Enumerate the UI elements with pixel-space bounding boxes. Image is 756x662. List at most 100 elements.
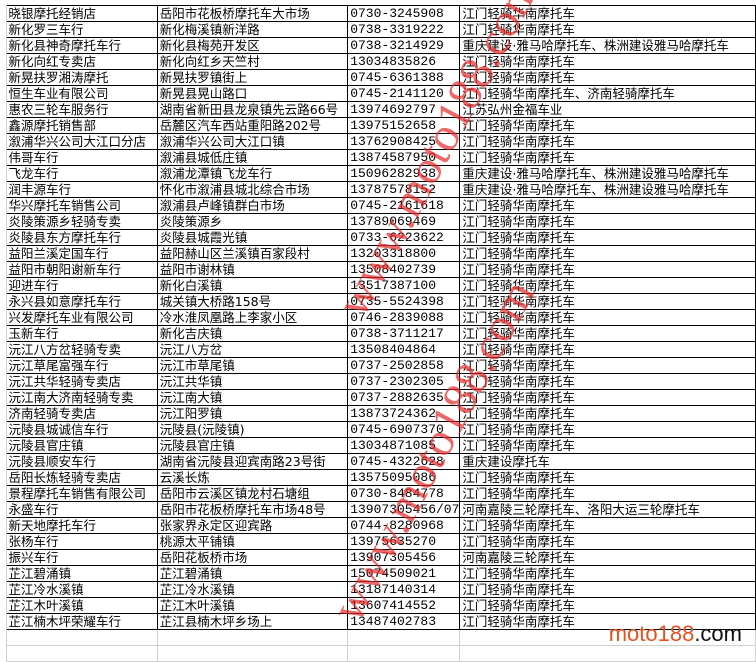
dealer-name-cell[interactable]: 沅陵县顺安车行 [5, 453, 158, 470]
brand-cell[interactable]: 江门轻骑华南摩托车 [459, 421, 756, 438]
brand-cell[interactable]: 江门轻骑华南摩托车 [459, 293, 756, 310]
phone-cell[interactable]: 13907305456/07 [347, 501, 461, 518]
phone-cell[interactable]: 0744-8280968 [347, 517, 461, 534]
phone-cell[interactable]: 13873724362 [347, 405, 461, 422]
phone-cell[interactable]: 13975635270 [347, 533, 461, 550]
empty-cell[interactable] [347, 645, 461, 662]
address-cell[interactable]: 湖南省沅陵县迎宾南路23号街 [156, 453, 349, 470]
address-cell[interactable]: 沅陵县(沅陵镇) [156, 421, 349, 438]
dealer-name-cell[interactable]: 景程摩托车销售有限公司 [5, 485, 158, 502]
dealer-name-cell[interactable]: 芷江冷水溪镇 [5, 581, 158, 598]
dealer-name-cell[interactable]: 益阳市朝阳谢新车行 [5, 261, 158, 278]
brand-cell[interactable]: 江门轻骑华南摩托车 [459, 21, 756, 38]
phone-cell[interactable]: 0735-5524398 [347, 293, 461, 310]
brand-cell[interactable]: 江门轻骑华南摩托车 [459, 245, 756, 262]
brand-cell[interactable]: 江门轻骑华南摩托车 [459, 485, 756, 502]
brand-cell[interactable]: 江门轻骑华南摩托车 [459, 229, 756, 246]
empty-cell[interactable] [5, 645, 158, 662]
phone-cell[interactable]: 0745-6361388 [347, 69, 461, 86]
address-cell[interactable]: 新晃扶罗镇街上 [156, 69, 349, 86]
address-cell[interactable]: 云溪长炼 [156, 469, 349, 486]
dealer-name-cell[interactable]: 润丰源车行 [5, 181, 158, 198]
empty-cell[interactable] [0, 629, 7, 646]
phone-cell[interactable]: 13762908425 [347, 133, 461, 150]
dealer-name-cell[interactable]: 岳阳长炼轻骑专卖店 [5, 469, 158, 486]
phone-cell[interactable]: 13787578152 [347, 181, 461, 198]
brand-cell[interactable]: 江门轻骑华南摩托车 [459, 517, 756, 534]
address-cell[interactable]: 溆浦县城低庄镇 [156, 149, 349, 166]
phone-cell[interactable]: 0738-3711217 [347, 325, 461, 342]
dealer-name-cell[interactable]: 新天地摩托车行 [5, 517, 158, 534]
phone-cell[interactable]: 0745-6907370 [347, 421, 461, 438]
dealer-name-cell[interactable]: 沅江草尾富强车行 [5, 357, 158, 374]
address-cell[interactable]: 芷江县楠木坪乡场上 [156, 613, 349, 630]
phone-cell[interactable]: 15096282938 [347, 165, 461, 182]
brand-cell[interactable]: 江门轻骑华南摩托车 [459, 133, 756, 150]
dealer-name-cell[interactable]: 益阳兰溪定国车行 [5, 245, 158, 262]
dealer-name-cell[interactable]: 恒生车业有限公司 [5, 85, 158, 102]
phone-cell[interactable]: 0737-2302305 [347, 373, 461, 390]
address-cell[interactable]: 沅江南大镇 [156, 389, 349, 406]
brand-cell[interactable]: 河南嘉陵三轮摩托车、洛阳大运三轮摩托车 [459, 501, 756, 518]
dealer-name-cell[interactable]: 兴发摩托车业有限公司 [5, 309, 158, 326]
brand-cell[interactable]: 江门轻骑华南摩托车、济南轻骑摩托车 [459, 85, 756, 102]
address-cell[interactable]: 芷江冷水溪镇 [156, 581, 349, 598]
dealer-name-cell[interactable]: 芷江楠木坪荣耀车行 [5, 613, 158, 630]
phone-cell[interactable]: 0745-4322628 [347, 453, 461, 470]
phone-cell[interactable]: 13607414552 [347, 597, 461, 614]
empty-cell[interactable] [347, 629, 461, 646]
address-cell[interactable]: 溆浦华兴公司大江口镇 [156, 133, 349, 150]
phone-cell[interactable]: 0738-3214929 [347, 37, 461, 54]
phone-cell[interactable]: 13187140314 [347, 581, 461, 598]
address-cell[interactable]: 湖南省新田县龙泉镇先云路66号 [156, 101, 349, 118]
address-cell[interactable]: 新化向红乡天竺村 [156, 53, 349, 70]
address-cell[interactable]: 炎陵策源乡 [156, 213, 349, 230]
phone-cell[interactable]: 13789069469 [347, 213, 461, 230]
brand-cell[interactable]: 江门轻骑华南摩托车 [459, 197, 756, 214]
brand-cell[interactable]: 重庆建设·雅马哈摩托车、株洲建设雅马哈摩托车 [459, 181, 756, 198]
phone-cell[interactable]: 13975152658 [347, 117, 461, 134]
brand-cell[interactable]: 江门轻骑华南摩托车 [459, 597, 756, 614]
address-cell[interactable]: 岳阳花板桥市场 [156, 549, 349, 566]
dealer-name-cell[interactable]: 鑫源摩托销售部 [5, 117, 158, 134]
brand-cell[interactable]: 江门轻骑华南摩托车 [459, 341, 756, 358]
dealer-name-cell[interactable]: 振兴车行 [5, 549, 158, 566]
dealer-name-cell[interactable]: 芷江木叶溪镇 [5, 597, 158, 614]
phone-cell[interactable]: 0733-6223622 [347, 229, 461, 246]
phone-cell[interactable]: 0730-8484778 [347, 485, 461, 502]
brand-cell[interactable]: 江门轻骑华南摩托车 [459, 469, 756, 486]
brand-cell[interactable]: 江门轻骑华南摩托车 [459, 261, 756, 278]
brand-cell[interactable]: 江门轻骑华南摩托车 [459, 213, 756, 230]
phone-cell[interactable]: 13034835826 [347, 53, 461, 70]
dealer-name-cell[interactable]: 玉新车行 [5, 325, 158, 342]
empty-cell[interactable] [0, 645, 7, 662]
address-cell[interactable]: 岳阳市花板桥摩托车大市场 [156, 5, 349, 22]
dealer-name-cell[interactable]: 炎陵策源乡轻骑专卖 [5, 213, 158, 230]
phone-cell[interactable]: 13487402783 [347, 613, 461, 630]
address-cell[interactable]: 张家界永定区迎宾路 [156, 517, 349, 534]
address-cell[interactable]: 芷江碧涌镇 [156, 565, 349, 582]
dealer-name-cell[interactable]: 永兴县如意摩托车行 [5, 293, 158, 310]
address-cell[interactable]: 岳阳市花板桥摩托车市场48号 [156, 501, 349, 518]
dealer-name-cell[interactable]: 迎进车行 [5, 277, 158, 294]
empty-cell[interactable] [156, 645, 349, 662]
brand-cell[interactable]: 江门轻骑华南摩托车 [459, 437, 756, 454]
brand-cell[interactable]: 江门轻骑华南摩托车 [459, 565, 756, 582]
address-cell[interactable]: 新化白溪镇 [156, 277, 349, 294]
dealer-name-cell[interactable]: 沅江共华轻骑专卖店 [5, 373, 158, 390]
phone-cell[interactable]: 13575095086 [347, 469, 461, 486]
address-cell[interactable]: 沅江市草尾镇 [156, 357, 349, 374]
address-cell[interactable]: 怀化市溆浦县城北综合市场 [156, 181, 349, 198]
dealer-name-cell[interactable]: 新化县神奇摩托车行 [5, 37, 158, 54]
phone-cell[interactable]: 0745-2161618 [347, 197, 461, 214]
address-cell[interactable]: 益阳市谢林镇 [156, 261, 349, 278]
brand-cell[interactable]: 江门轻骑华南摩托车 [459, 325, 756, 342]
brand-cell[interactable]: 江门轻骑华南摩托车 [459, 5, 756, 22]
phone-cell[interactable]: 13907305456 [347, 549, 461, 566]
dealer-name-cell[interactable]: 永盛车行 [5, 501, 158, 518]
phone-cell[interactable]: 15074509021 [347, 565, 461, 582]
phone-cell[interactable]: 0737-2502858 [347, 357, 461, 374]
brand-cell[interactable]: 江苏弘州金福车业 [459, 101, 756, 118]
phone-cell[interactable]: 13508402739 [347, 261, 461, 278]
address-cell[interactable]: 沅江阳罗镇 [156, 405, 349, 422]
